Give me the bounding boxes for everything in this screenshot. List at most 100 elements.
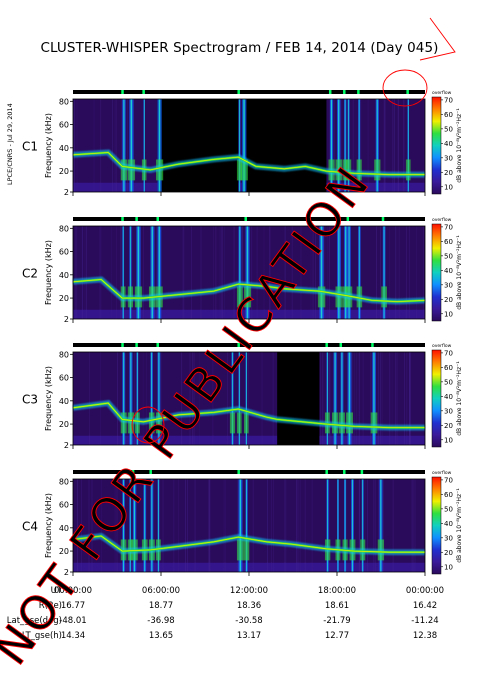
status-bar-highlight [339,343,343,347]
texture-streak [81,226,83,319]
texture-streak [291,226,293,319]
emission-burst-low [243,539,250,561]
emission-burst-core [123,99,125,192]
y-tick-label: 40 [59,144,69,153]
emission-burst-core [144,479,146,572]
y-tick-label: 80 [59,477,69,486]
emission-burst-core [232,352,233,445]
texture-streak [223,479,225,572]
texture-streak [154,226,155,319]
texture-streak [409,352,411,445]
texture-streak [380,226,381,319]
ephemeris-row-label: R(Re) [39,601,62,611]
texture-streak [354,352,355,445]
y-tick-label: 60 [59,374,69,383]
texture-streak [404,352,405,445]
texture-streak [233,226,235,319]
colorbar-tick-label: 40 [444,520,453,528]
colorbar-tick-label: 60 [444,364,453,372]
texture-streak [155,226,157,319]
texture-streak [300,226,302,319]
colorbar-tick-label: 30 [444,281,453,289]
texture-streak [100,226,102,319]
texture-streak [173,479,175,572]
texture-streak [161,352,163,445]
texture-streak [329,226,330,319]
texture-streak [263,226,265,319]
texture-streak [267,479,268,572]
texture-streak [77,479,78,572]
emission-burst-core [123,479,124,572]
colorbar-tick-label: 30 [444,407,453,415]
emission-burst-core [334,352,336,445]
texture-streak [340,99,342,192]
colorbar-tick-label: 70 [444,96,453,104]
texture-streak [351,352,353,445]
emission-burst-core [137,226,140,319]
ephemeris-value: 00:00:00 [54,586,92,596]
colorbar-tick-label: 10 [444,310,453,318]
status-bar [73,90,425,94]
ephemeris-value: 12.38 [413,631,437,641]
ephemeris-value: 18.77 [149,601,173,611]
ephemeris-row-label: UT [51,586,63,596]
ephemeris-value: 12:00:00 [230,586,268,596]
texture-streak [329,352,331,445]
texture-streak [324,226,326,319]
texture-streak [398,226,400,319]
texture-streak [133,352,135,445]
status-bar-highlight [343,90,346,94]
texture-streak [377,352,379,445]
texture-streak [189,352,191,445]
colorbar-unit-label: dB above 10⁻⁸V²m⁻²Hz⁻¹ [456,108,463,183]
status-bar-highlight [360,470,364,474]
texture-streak [299,479,301,572]
status-bar-highlight [406,90,409,94]
texture-streak [227,352,228,445]
y-tick-label: 60 [59,501,69,510]
texture-streak [208,479,210,572]
colorbar-top-label: overflow [432,217,452,223]
texture-streak [73,352,75,445]
emission-burst-core [158,99,161,192]
texture-streak [403,99,405,192]
texture-streak [154,479,156,572]
emission-burst-core [327,479,329,572]
texture-streak [389,226,390,319]
texture-streak [360,99,362,192]
texture-streak [296,479,298,572]
emission-burst-core [129,479,131,572]
y-tick-label: 60 [59,248,69,257]
status-bar-highlight [237,90,240,94]
emission-burst-low [374,159,381,181]
texture-streak [117,479,119,572]
data-gap [277,352,320,445]
emission-burst-core [330,99,333,192]
texture-streak [76,99,78,192]
ephemeris-value: 13.65 [149,631,173,641]
emission-burst-core [320,226,323,319]
texture-streak [84,226,86,319]
texture-streak [181,352,183,445]
texture-streak [320,352,322,445]
texture-streak [359,479,361,572]
texture-streak [242,226,243,319]
texture-streak [224,226,225,319]
ephemeris-value: 12.77 [325,631,349,641]
texture-streak [100,352,101,445]
emission-burst-core [380,479,382,572]
status-bar-highlight [343,470,346,474]
texture-streak [183,226,185,319]
texture-streak [409,352,410,445]
texture-streak [74,99,75,192]
status-bar-highlight [131,470,135,474]
panel-name: C4 [22,520,38,534]
emission-burst-core [341,352,343,445]
texture-streak [380,352,382,445]
texture-streak [112,99,113,192]
texture-streak [195,479,197,572]
emission-burst-low [405,159,411,181]
colorbar-unit-label: dB above 10⁻⁸V²m⁻²Hz⁻¹ [456,361,463,436]
ephemeris-value: -30.58 [235,616,262,626]
colorbar-tick-label: 60 [444,238,453,246]
